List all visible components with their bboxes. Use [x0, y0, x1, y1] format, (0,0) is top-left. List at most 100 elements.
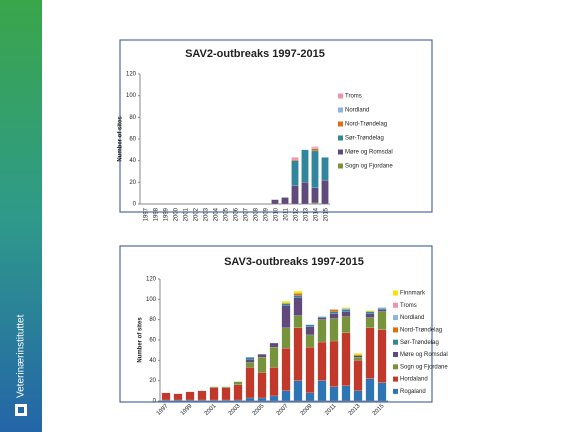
bar-segment: [291, 157, 299, 160]
logo-mark: [18, 407, 24, 413]
x-tick-label: 2003: [204, 207, 210, 221]
bar-segment: [341, 316, 351, 334]
x-tick-label: 2001: [184, 207, 190, 221]
bar-segment: [209, 386, 219, 388]
x-tick-label: 2000: [174, 207, 180, 221]
x-tick-label: 2007: [244, 207, 250, 221]
bar-segment: [291, 160, 299, 186]
bar-segment: [185, 399, 195, 402]
bar-segment: [311, 148, 319, 152]
bar-segment: [341, 307, 351, 309]
chart-frame: [119, 39, 433, 213]
y-axis-label: Number of sites: [138, 317, 144, 363]
legend-swatch: [393, 376, 398, 382]
x-tick-label: 1998: [154, 207, 160, 221]
bar-segment: [365, 313, 375, 318]
legend-swatch: [338, 163, 343, 169]
bar-segment: [341, 332, 351, 386]
bar-segment: [329, 309, 339, 312]
legend-label: Rogaland: [400, 389, 426, 395]
bar-segment: [353, 360, 363, 391]
bar-segment: [161, 399, 171, 402]
bar-segment: [329, 313, 339, 319]
x-tick-label: 2012: [294, 207, 300, 221]
legend-swatch: [393, 290, 398, 296]
bar-segment: [317, 319, 327, 343]
bar-segment: [301, 182, 309, 205]
bar-segment: [291, 185, 299, 205]
y-tick-label: 0: [153, 399, 157, 405]
bar-segment: [281, 301, 291, 304]
y-tick-label: 100: [126, 93, 137, 99]
bar-segment: [353, 390, 363, 402]
bar-segment: [377, 308, 387, 310]
bar-segment: [209, 387, 219, 401]
legend-label: Finnmark: [400, 291, 426, 297]
bar-segment: [293, 327, 303, 381]
legend-swatch: [393, 339, 398, 345]
bar-segment: [353, 357, 363, 361]
bar-segment: [221, 386, 231, 388]
bar-segment: [305, 392, 315, 402]
bar-segment: [365, 311, 375, 314]
y-tick-label: 40: [149, 358, 156, 364]
bar-segment: [257, 357, 267, 373]
bar-segment: [341, 308, 351, 310]
bar-segment: [377, 309, 387, 312]
bar-segment: [329, 340, 339, 387]
legend-swatch: [393, 315, 398, 321]
bar-segment: [257, 397, 267, 402]
bar-segment: [311, 146, 319, 148]
y-tick-label: 0: [133, 202, 137, 208]
bar-segment: [271, 199, 279, 205]
bar-segment: [329, 311, 339, 314]
bar-segment: [311, 147, 319, 149]
bar-segment: [301, 149, 309, 183]
x-tick-label: 1997: [144, 207, 150, 221]
bar-segment: [317, 316, 327, 318]
bar-segment: [311, 202, 319, 205]
bar-segment: [293, 380, 303, 402]
bar-segment: [221, 399, 231, 402]
legend-label: Troms: [400, 303, 417, 309]
legend-label: Nordland: [345, 108, 369, 114]
legend-swatch: [393, 352, 398, 357]
bar-segment: [365, 378, 375, 402]
x-tick-label: 2015: [324, 207, 330, 221]
bar-segment: [281, 197, 289, 205]
x-tick-label: 2004: [214, 207, 220, 221]
legend-label: Sør-Trøndelag: [400, 340, 439, 346]
bar-segment: [305, 326, 315, 336]
bar-segment: [269, 367, 279, 397]
bar-segment: [317, 317, 327, 320]
legend-label: Sogn og Fjordane: [345, 164, 393, 170]
bar-segment: [245, 362, 255, 368]
legend-swatch: [393, 388, 398, 394]
bar-segment: [197, 390, 207, 401]
legend-label: Møre og Romsdal: [345, 150, 393, 156]
bar-segment: [341, 309, 351, 312]
bar-segment: [321, 180, 329, 205]
y-tick-label: 60: [129, 137, 136, 143]
y-axis-label: Number of sites: [118, 116, 124, 162]
legend-label: Nord-Trøndelag: [345, 122, 387, 128]
bar-segment: [293, 295, 303, 298]
bar-segment: [269, 395, 279, 402]
bar-segment: [353, 355, 363, 358]
bar-segment: [377, 307, 387, 309]
bar-segment: [281, 305, 291, 328]
bar-segment: [311, 150, 319, 188]
y-tick-label: 80: [149, 317, 156, 323]
bar-segment: [317, 380, 327, 402]
x-tick-label: 2008: [254, 207, 260, 221]
bar-segment: [257, 354, 267, 358]
bar-segment: [291, 159, 299, 161]
legend-swatch: [393, 327, 398, 333]
legend-swatch: [338, 93, 343, 99]
bar-segment: [317, 341, 327, 381]
legend-label: Hordaland: [400, 377, 428, 383]
bar-segment: [281, 347, 291, 391]
y-tick-label: 100: [146, 297, 157, 303]
